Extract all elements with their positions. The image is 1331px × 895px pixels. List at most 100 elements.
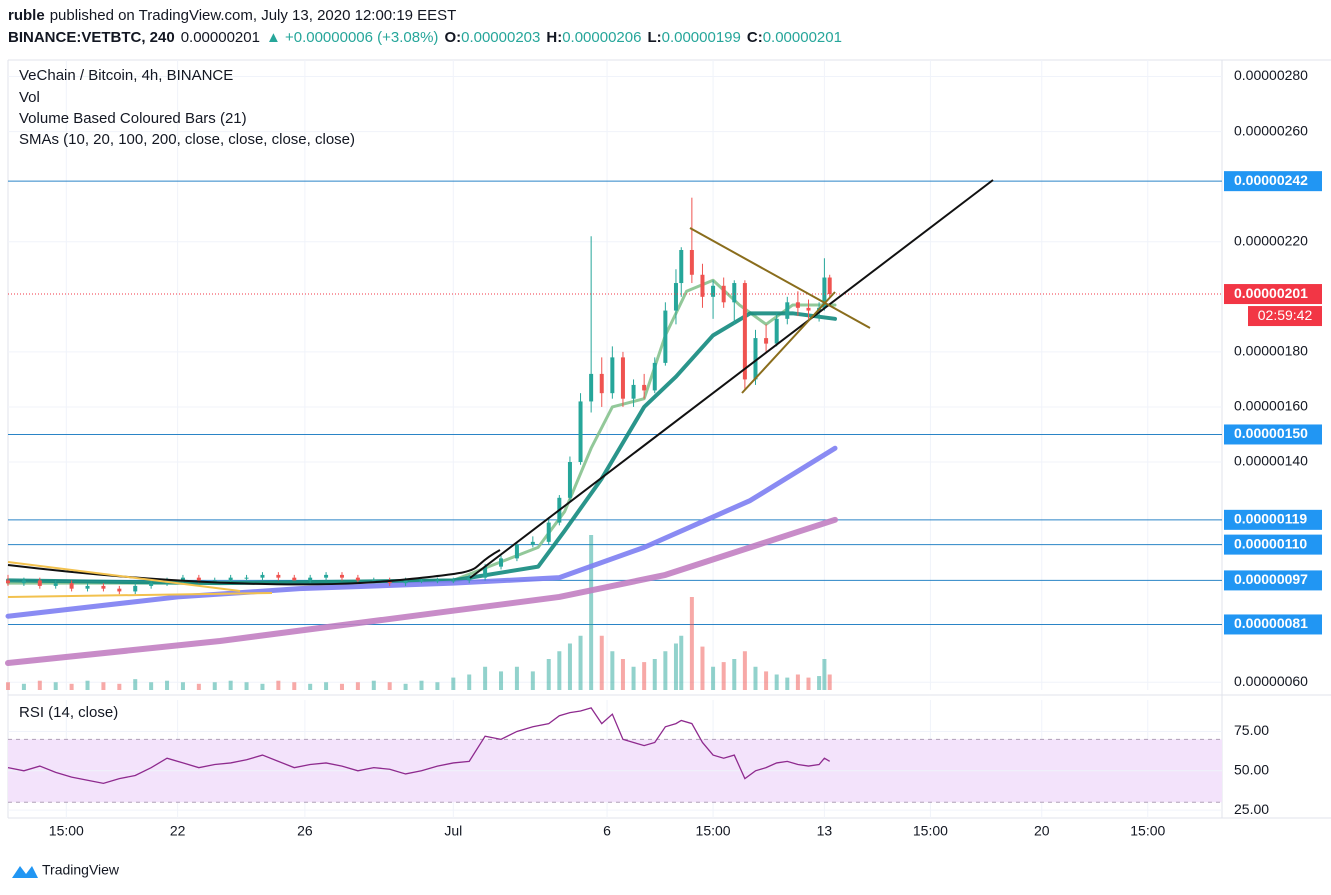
volume-bar [806, 677, 811, 690]
candle-body [212, 580, 217, 582]
ohlc-label: O: [444, 29, 461, 46]
candle-body [292, 577, 297, 581]
volume-bar [276, 680, 281, 690]
publish-line: ruble published on TradingView.com, July … [8, 7, 456, 24]
level-label-box [1224, 509, 1322, 530]
candle-body [663, 310, 668, 363]
volume-bar [663, 651, 668, 690]
candle-body [599, 373, 604, 394]
level-label: 0.00000097 [1234, 571, 1308, 587]
symbol-line: BINANCE:VETBTC, 240 0.00000201 ▲ +0.000000… [8, 29, 842, 46]
y-tick-label: 0.00000280 [1234, 67, 1308, 83]
volume-bar [610, 651, 615, 690]
candle-body [37, 580, 42, 586]
volume-bar [673, 643, 678, 690]
candle-body [499, 558, 504, 567]
candle-body [69, 583, 74, 589]
candle-body [806, 307, 811, 311]
candle-body [21, 580, 26, 584]
candle-body [117, 588, 122, 592]
candle-body [610, 357, 615, 394]
candle-body [795, 302, 800, 308]
trend-line [469, 179, 994, 579]
volume-bar [165, 680, 170, 690]
level-label-box [1224, 614, 1322, 635]
volume-bar [827, 674, 832, 690]
volume-bar [355, 682, 360, 690]
candle-body [732, 283, 737, 303]
level-label: 0.00000242 [1234, 172, 1308, 188]
candle-body [642, 384, 647, 391]
candle-body [753, 338, 758, 380]
candle-body [53, 583, 58, 586]
volume-bar [753, 666, 758, 690]
volume-bar [292, 682, 297, 690]
volume-bar [324, 682, 329, 690]
candle-body [711, 285, 716, 297]
level-label-box [1224, 570, 1322, 591]
candle-body [679, 249, 684, 284]
volume-bar [308, 683, 313, 690]
candle-body [567, 462, 572, 498]
candle-body [673, 283, 678, 311]
volume-bar [196, 683, 201, 690]
volume-bar [483, 666, 488, 690]
level-label: 0.00000081 [1234, 615, 1308, 631]
x-tick-label: 13 [817, 823, 833, 839]
candle-body [149, 583, 154, 586]
author: ruble [8, 7, 45, 24]
level-label-box [1224, 171, 1322, 192]
rsi-title: RSI (14, close) [19, 704, 118, 721]
candle-body [578, 401, 583, 463]
ohlc-label: H: [546, 29, 562, 46]
helper-line [7, 561, 241, 592]
candle-body [620, 357, 625, 399]
x-tick-label: 22 [170, 823, 186, 839]
volume-bar [795, 674, 800, 690]
volume-bar [652, 659, 657, 690]
candle-body [827, 277, 832, 295]
candle-body [785, 302, 790, 319]
candle-body [6, 580, 10, 584]
volume-bar [785, 677, 790, 690]
candle-body [514, 544, 519, 559]
volume-bar [822, 659, 827, 690]
logo: TradingView [12, 862, 120, 878]
volume-bar [742, 651, 747, 690]
volume-bar [117, 683, 122, 690]
legend-item: SMAs (10, 20, 100, 200, close, close, cl… [19, 131, 355, 148]
overlay [7, 179, 994, 598]
rsi-tick-label: 25.00 [1234, 801, 1269, 817]
y-tick-label: 0.00000260 [1234, 122, 1308, 138]
x-tick-label: 20 [1034, 823, 1050, 839]
last: 0.00000201 [181, 29, 260, 46]
ohlc-value: 0.00000206 [562, 29, 641, 46]
candle-body [467, 577, 472, 581]
candle-body [721, 285, 726, 303]
triangle-line [741, 291, 836, 394]
y-tick-label: 0.00000140 [1234, 453, 1308, 469]
candle-body [689, 249, 694, 275]
candle-body [700, 274, 705, 297]
volume-bar [419, 680, 424, 690]
published: published on TradingView.com, July 13, 2… [50, 7, 457, 24]
volume-bar [732, 659, 737, 690]
volume-bar [37, 680, 42, 690]
candle-body [180, 577, 185, 581]
volume-bar [631, 666, 636, 690]
candle-body [244, 577, 249, 579]
level-label-box [1224, 424, 1322, 445]
volume-bar [101, 682, 106, 690]
volume-bar [21, 683, 26, 690]
legend-item: Vol [19, 89, 40, 106]
last-price-box [1224, 284, 1322, 305]
volume-bar [228, 680, 233, 690]
sma-line [5, 516, 839, 667]
volume-bar [514, 666, 519, 690]
y-tick-label: 0.00000060 [1234, 673, 1308, 689]
volume-bar [387, 682, 392, 690]
logo-text: TradingView [42, 862, 120, 878]
legend-title: VeChain / Bitcoin, 4h, BINANCE [19, 67, 233, 84]
level-label: 0.00000119 [1234, 511, 1307, 527]
ohlc-value: 0.00000203 [461, 29, 540, 46]
